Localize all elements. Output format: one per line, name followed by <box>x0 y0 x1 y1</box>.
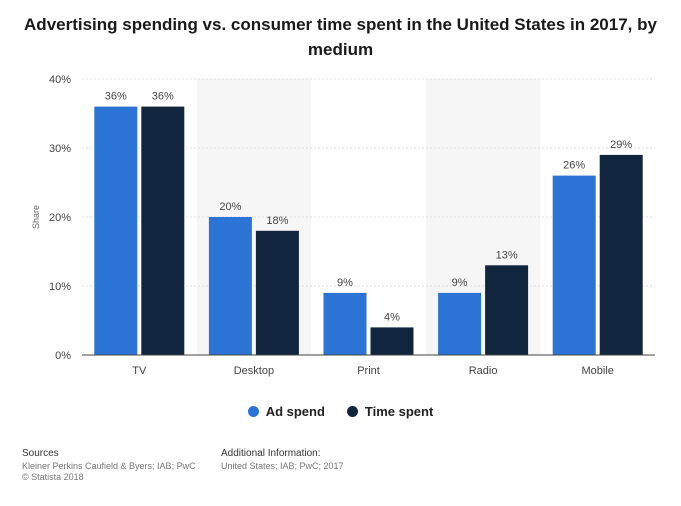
data-label: 13% <box>496 249 518 261</box>
legend-label-ad-spend: Ad spend <box>265 404 325 419</box>
bar-ad-spend <box>94 106 138 355</box>
sources-heading: Sources <box>22 448 59 459</box>
bar-ad-spend <box>438 292 482 355</box>
copyright-text: © Statista 2018 <box>22 472 84 482</box>
y-tick-label: 10% <box>49 281 71 293</box>
y-tick-label: 40% <box>49 74 71 86</box>
data-label: 36% <box>152 91 174 103</box>
chart-legend: Ad spend Time spent <box>0 404 681 419</box>
legend-item-ad-spend[interactable]: Ad spend <box>247 404 325 419</box>
data-label: 36% <box>105 91 127 103</box>
bar-time-spent <box>599 154 643 355</box>
bar-time-spent <box>485 265 529 355</box>
chart-title: Advertising spending vs. consumer time s… <box>24 15 657 59</box>
bar-time-spent <box>370 327 414 355</box>
bar-ad-spend <box>208 217 252 355</box>
additional-info-text: United States; IAB; PwC; 2017 <box>221 461 344 471</box>
data-label: 29% <box>610 139 632 151</box>
y-axis-label: Share <box>31 205 41 229</box>
x-tick-label: Desktop <box>234 365 274 377</box>
data-label: 26% <box>563 160 585 172</box>
bar-time-spent <box>141 106 185 355</box>
bar-time-spent <box>255 230 299 355</box>
x-tick-label: TV <box>132 365 147 377</box>
legend-item-time-spent[interactable]: Time spent <box>346 404 434 419</box>
y-tick-label: 30% <box>49 143 71 155</box>
data-label: 4% <box>384 311 400 323</box>
x-tick-label: Radio <box>469 365 498 377</box>
additional-info-heading: Additional Information: <box>221 448 321 459</box>
legend-marker-time-spent <box>346 406 358 417</box>
sources-block: Sources Kleiner Perkins Caufield & Byers… <box>22 448 196 483</box>
bar-ad-spend <box>552 175 596 355</box>
legend-label-time-spent: Time spent <box>364 404 434 419</box>
data-label: 9% <box>452 277 468 289</box>
additional-info-block: Additional Information: United States; I… <box>221 448 344 472</box>
bar-ad-spend <box>323 292 367 355</box>
y-tick-label: 0% <box>55 350 71 362</box>
data-label: 20% <box>219 201 241 213</box>
y-tick-label: 20% <box>49 212 71 224</box>
bar-chart: 0% 10% 20% 30% 40% Share 36% 36% TV 20% 18% Desktop… <box>31 74 655 377</box>
x-tick-label: Mobile <box>581 365 613 377</box>
legend-marker-ad-spend <box>247 406 259 417</box>
sources-text: Kleiner Perkins Caufield & Byers; IAB; P… <box>22 461 196 471</box>
data-label: 9% <box>337 277 353 289</box>
x-tick-label: Print <box>357 365 380 377</box>
data-label: 18% <box>266 215 288 227</box>
